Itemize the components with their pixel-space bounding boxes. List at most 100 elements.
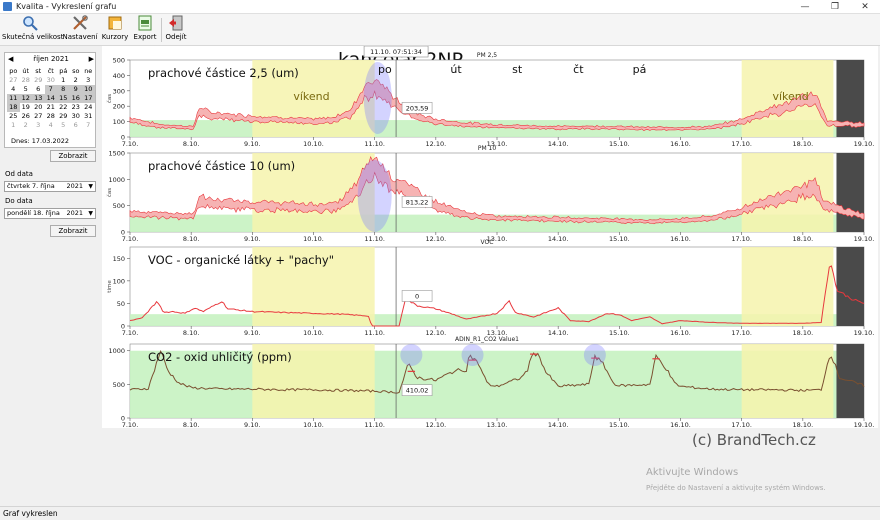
chevron-down-icon: ▼ bbox=[88, 183, 93, 190]
calendar-day[interactable]: 24 bbox=[84, 103, 93, 111]
calendar-weekday: pá bbox=[59, 67, 68, 75]
y-tick-label: 500 bbox=[113, 57, 125, 65]
calendar-day[interactable]: 5 bbox=[23, 85, 28, 93]
settings-label: Nastavení bbox=[62, 33, 98, 41]
calendar-day[interactable]: 28 bbox=[46, 112, 55, 120]
close-button[interactable]: ✕ bbox=[861, 2, 869, 12]
settings-button[interactable]: Nastavení bbox=[62, 15, 98, 45]
chart-panel-2: 0 500 1000 1500 čas 7.10. 8.10. 9.10. 10.10. 11.1… bbox=[106, 145, 874, 243]
cursor-value: 410,02 bbox=[406, 387, 429, 395]
calendar-prev-icon[interactable]: ◀ bbox=[8, 55, 14, 63]
calendar-day[interactable]: 18 bbox=[7, 103, 20, 112]
x-tick-label: 10.10. bbox=[303, 235, 324, 243]
exit-door-icon bbox=[169, 15, 183, 31]
day-label: čt bbox=[573, 63, 584, 76]
calendar-day[interactable]: 16 bbox=[69, 94, 82, 103]
calendar-day[interactable]: 30 bbox=[46, 76, 55, 84]
calendar-day[interactable]: 25 bbox=[9, 112, 18, 120]
tools-icon bbox=[73, 15, 88, 30]
x-tick-label: 9.10. bbox=[244, 421, 261, 428]
x-tick-label: 19.10. bbox=[854, 421, 875, 428]
from-date-picker[interactable]: čtvrtek 7. října 2021 ▼ bbox=[4, 181, 96, 192]
calendar-day[interactable]: 1 bbox=[11, 121, 16, 129]
calendar-day[interactable]: 6 bbox=[73, 121, 78, 129]
chart-panel-4: 0 500 1000 7.10. 8.10. 9.10. 10.10. 11.10. 12.10… bbox=[108, 336, 875, 429]
calendar-day[interactable]: 20 bbox=[34, 103, 43, 111]
minimize-button[interactable]: — bbox=[800, 2, 810, 12]
cursor-value-box bbox=[401, 196, 433, 208]
series-area bbox=[129, 79, 865, 132]
exit-button[interactable]: Odejít bbox=[164, 15, 188, 45]
calendar-day[interactable]: 29 bbox=[34, 76, 43, 84]
calendar-day[interactable]: 21 bbox=[46, 103, 55, 111]
series-title: ADIN_R1_CO2 Value1 bbox=[455, 336, 519, 343]
calendar-day[interactable]: 10 bbox=[82, 85, 95, 94]
export-button[interactable]: Export bbox=[131, 15, 159, 45]
calendar-day[interactable]: 22 bbox=[59, 103, 68, 111]
x-tick-label: 16.10. bbox=[670, 140, 691, 148]
y-tick-label: 300 bbox=[113, 87, 125, 95]
x-tick-label: 13.10. bbox=[487, 140, 508, 148]
calendar-day[interactable]: 27 bbox=[9, 76, 18, 84]
calendar-day[interactable]: 2 bbox=[23, 121, 28, 129]
show-button-top[interactable]: Zobrazit bbox=[50, 150, 96, 162]
calendar-day[interactable]: 28 bbox=[21, 76, 30, 84]
x-tick-label: 9.10. bbox=[244, 235, 261, 243]
to-date-picker[interactable]: pondělí 18. října 2021 ▼ bbox=[4, 208, 96, 219]
calendar-day[interactable]: 14 bbox=[44, 94, 57, 103]
charts-svg[interactable]: kancelář 2NP0100200300400500čas7.10.8.10… bbox=[102, 45, 878, 429]
x-tick-label: 10.10. bbox=[303, 421, 324, 428]
series-line bbox=[129, 265, 865, 327]
calendar-weekday: ne bbox=[84, 67, 93, 75]
calendar-day[interactable]: 2 bbox=[73, 76, 78, 84]
calendar-day[interactable]: 27 bbox=[34, 112, 43, 120]
calendar-day[interactable]: 11 bbox=[7, 94, 20, 103]
calendar-day[interactable]: 31 bbox=[84, 112, 93, 120]
calendar-day[interactable]: 29 bbox=[59, 112, 68, 120]
weekend-label: víkend bbox=[293, 90, 329, 103]
calendar-day[interactable]: 3 bbox=[36, 121, 41, 129]
panel-annotation: prachové částice 2,5 (um) bbox=[148, 66, 299, 80]
title-bar: Kvalita - Vykreslení grafu — ❐ ✕ bbox=[0, 0, 880, 14]
calendar-day[interactable]: 17 bbox=[82, 94, 95, 103]
calendar-day[interactable]: 8 bbox=[57, 85, 70, 94]
cursor-value-box bbox=[401, 384, 433, 397]
calendar-month-label[interactable]: říjen 2021 bbox=[33, 55, 69, 63]
x-tick-label: 14.10. bbox=[548, 329, 569, 337]
calendar-day[interactable]: 15 bbox=[57, 94, 70, 103]
calendar-day[interactable]: 9 bbox=[69, 85, 82, 94]
calendar-day[interactable]: 12 bbox=[19, 94, 32, 103]
cursor-value: 0 bbox=[415, 292, 419, 300]
calendar-day[interactable]: 7 bbox=[44, 85, 57, 94]
calendar-day[interactable]: 4 bbox=[11, 85, 16, 93]
calendar-day[interactable]: 6 bbox=[36, 85, 41, 93]
weekend-label: víkend bbox=[772, 90, 808, 103]
calendar-day[interactable]: 26 bbox=[21, 112, 30, 120]
series-title: PM 10 bbox=[478, 145, 497, 152]
calendar-day[interactable]: 13 bbox=[32, 94, 45, 103]
maximize-button[interactable]: ❐ bbox=[830, 2, 840, 12]
calendar-day[interactable]: 30 bbox=[71, 112, 80, 120]
calendar-day[interactable]: 3 bbox=[86, 76, 91, 84]
day-label: pá bbox=[633, 63, 647, 76]
show-button-bottom[interactable]: Zobrazit bbox=[50, 225, 96, 237]
calendar-next-icon[interactable]: ▶ bbox=[88, 55, 94, 63]
calendar-day[interactable]: 19 bbox=[21, 103, 30, 111]
cursors-button[interactable]: Kurzory bbox=[101, 15, 129, 45]
highlight-ellipse bbox=[583, 344, 606, 366]
calendar-day[interactable]: 4 bbox=[48, 121, 53, 129]
calendar-day[interactable]: 1 bbox=[61, 76, 66, 84]
calendar-day[interactable]: 23 bbox=[71, 103, 80, 111]
export-label: Export bbox=[133, 33, 157, 41]
calendar-day[interactable]: 7 bbox=[86, 121, 91, 129]
x-tick-label: 11.10. bbox=[364, 329, 385, 337]
y-tick-label: 1000 bbox=[108, 347, 125, 355]
weekend-band bbox=[741, 344, 834, 418]
calendar-today-label[interactable]: Dnes: 17.03.2022 bbox=[11, 137, 69, 145]
y-tick-label: 100 bbox=[113, 277, 125, 285]
x-tick-label: 14.10. bbox=[548, 421, 569, 428]
calendar-day[interactable]: 5 bbox=[61, 121, 66, 129]
month-calendar[interactable]: ◀ říjen 2021 ▶ po út st čt pá so ne 27 28 29 30 1 2 3… bbox=[4, 52, 96, 148]
actual-size-button[interactable]: Skutečná velikost bbox=[2, 15, 63, 45]
x-tick-label: 17.10. bbox=[731, 235, 752, 243]
